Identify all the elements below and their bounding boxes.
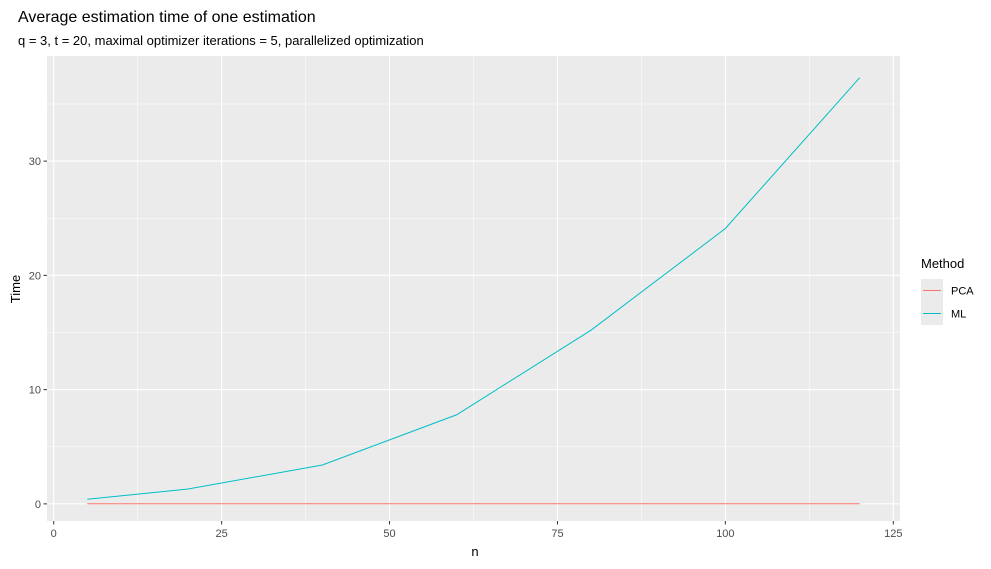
x-tick-label: 75 [551, 528, 563, 540]
axis-tick-labels: 0 25 50 75 100 125 0 10 20 30 [29, 156, 903, 540]
x-tick-label: 125 [884, 528, 902, 540]
y-tick-label: 0 [35, 499, 41, 511]
y-tick-label: 10 [29, 385, 41, 397]
y-axis-title: Time [8, 275, 23, 303]
legend-label-ml: ML [951, 309, 966, 321]
series-line-ml [87, 77, 861, 500]
x-tick-label: 25 [216, 528, 228, 540]
x-axis-title: n [471, 544, 478, 559]
y-tick-label: 30 [29, 156, 41, 168]
y-tick-label: 20 [29, 270, 41, 282]
grid-minor [47, 56, 900, 521]
x-tick-label: 50 [383, 528, 395, 540]
chart-subtitle: q = 3, t = 20, maximal optimizer iterati… [18, 33, 424, 48]
legend-label-pca: PCA [951, 286, 974, 298]
x-tick-label: 100 [716, 528, 734, 540]
x-tick-label: 0 [51, 528, 57, 540]
chart-title: Average estimation time of one estimatio… [18, 9, 316, 26]
series-lines [87, 77, 861, 505]
legend-title: Method [921, 256, 964, 271]
axis-ticks [43, 160, 894, 525]
legend: Method PCA ML [921, 256, 974, 325]
